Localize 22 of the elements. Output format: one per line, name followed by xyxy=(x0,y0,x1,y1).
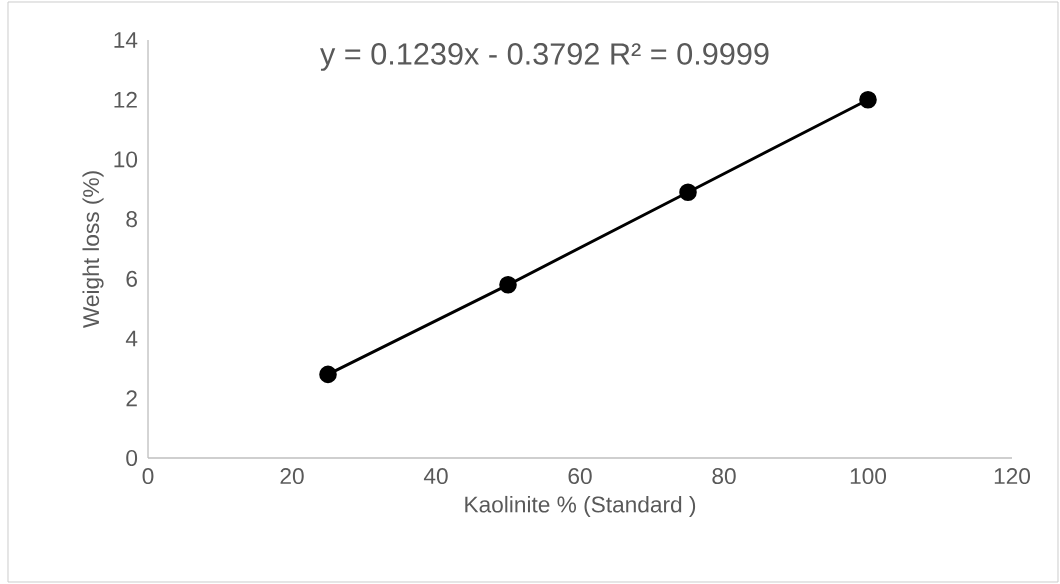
annotation: y = 0.1239x - 0.3792 R² = 0.9999 xyxy=(320,43,769,71)
y-tick-label: 12 xyxy=(114,91,137,108)
y-tick-label: 8 xyxy=(126,211,137,228)
y-tick-label: 4 xyxy=(125,330,138,347)
x-tick-label: 60 xyxy=(568,468,592,485)
y-axis-title: Weight loss (%) xyxy=(82,171,104,329)
point xyxy=(679,183,697,202)
y-tick-label: 0 xyxy=(126,449,138,467)
x-axis-title: Kaolinite % (Standard ) xyxy=(465,495,696,518)
x-tick-label: 0 xyxy=(142,468,154,485)
y-tick-label: 2 xyxy=(126,390,137,407)
y-tick-label: 10 xyxy=(114,151,138,168)
point xyxy=(319,365,337,384)
x-tick-label: 20 xyxy=(280,468,304,485)
y-tick-label: 6 xyxy=(126,270,137,287)
y-tick-label: 14 xyxy=(114,32,138,48)
x-tick-label: 80 xyxy=(712,468,736,485)
x-tick-label: 120 xyxy=(994,468,1031,485)
point xyxy=(859,90,877,109)
point xyxy=(499,276,517,294)
x-tick-label: 40 xyxy=(423,468,448,485)
x-tick-label: 100 xyxy=(850,468,887,485)
